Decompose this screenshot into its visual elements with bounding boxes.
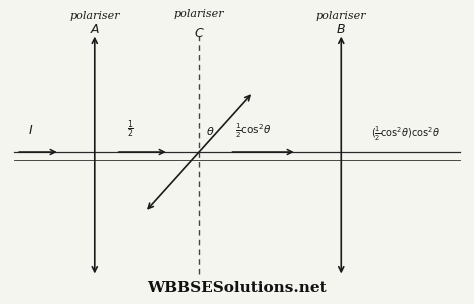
Text: $A$: $A$ bbox=[90, 23, 100, 36]
Text: $\theta$: $\theta$ bbox=[206, 125, 215, 137]
Text: polariser: polariser bbox=[70, 11, 120, 21]
Text: $I$: $I$ bbox=[28, 124, 34, 137]
Text: $\frac{1}{2}$: $\frac{1}{2}$ bbox=[127, 118, 134, 140]
Text: $B$: $B$ bbox=[337, 23, 346, 36]
Text: WBBSESolutions.net: WBBSESolutions.net bbox=[147, 281, 327, 295]
Text: $(\frac{1}{2}\cos^2\!\theta)\cos^2\!\theta$: $(\frac{1}{2}\cos^2\!\theta)\cos^2\!\the… bbox=[371, 125, 440, 143]
Text: $\frac{1}{2}\cos^2\!\theta$: $\frac{1}{2}\cos^2\!\theta$ bbox=[235, 121, 272, 140]
Text: polariser: polariser bbox=[316, 11, 366, 21]
Text: polariser: polariser bbox=[174, 9, 224, 19]
Text: $C$: $C$ bbox=[194, 27, 204, 40]
